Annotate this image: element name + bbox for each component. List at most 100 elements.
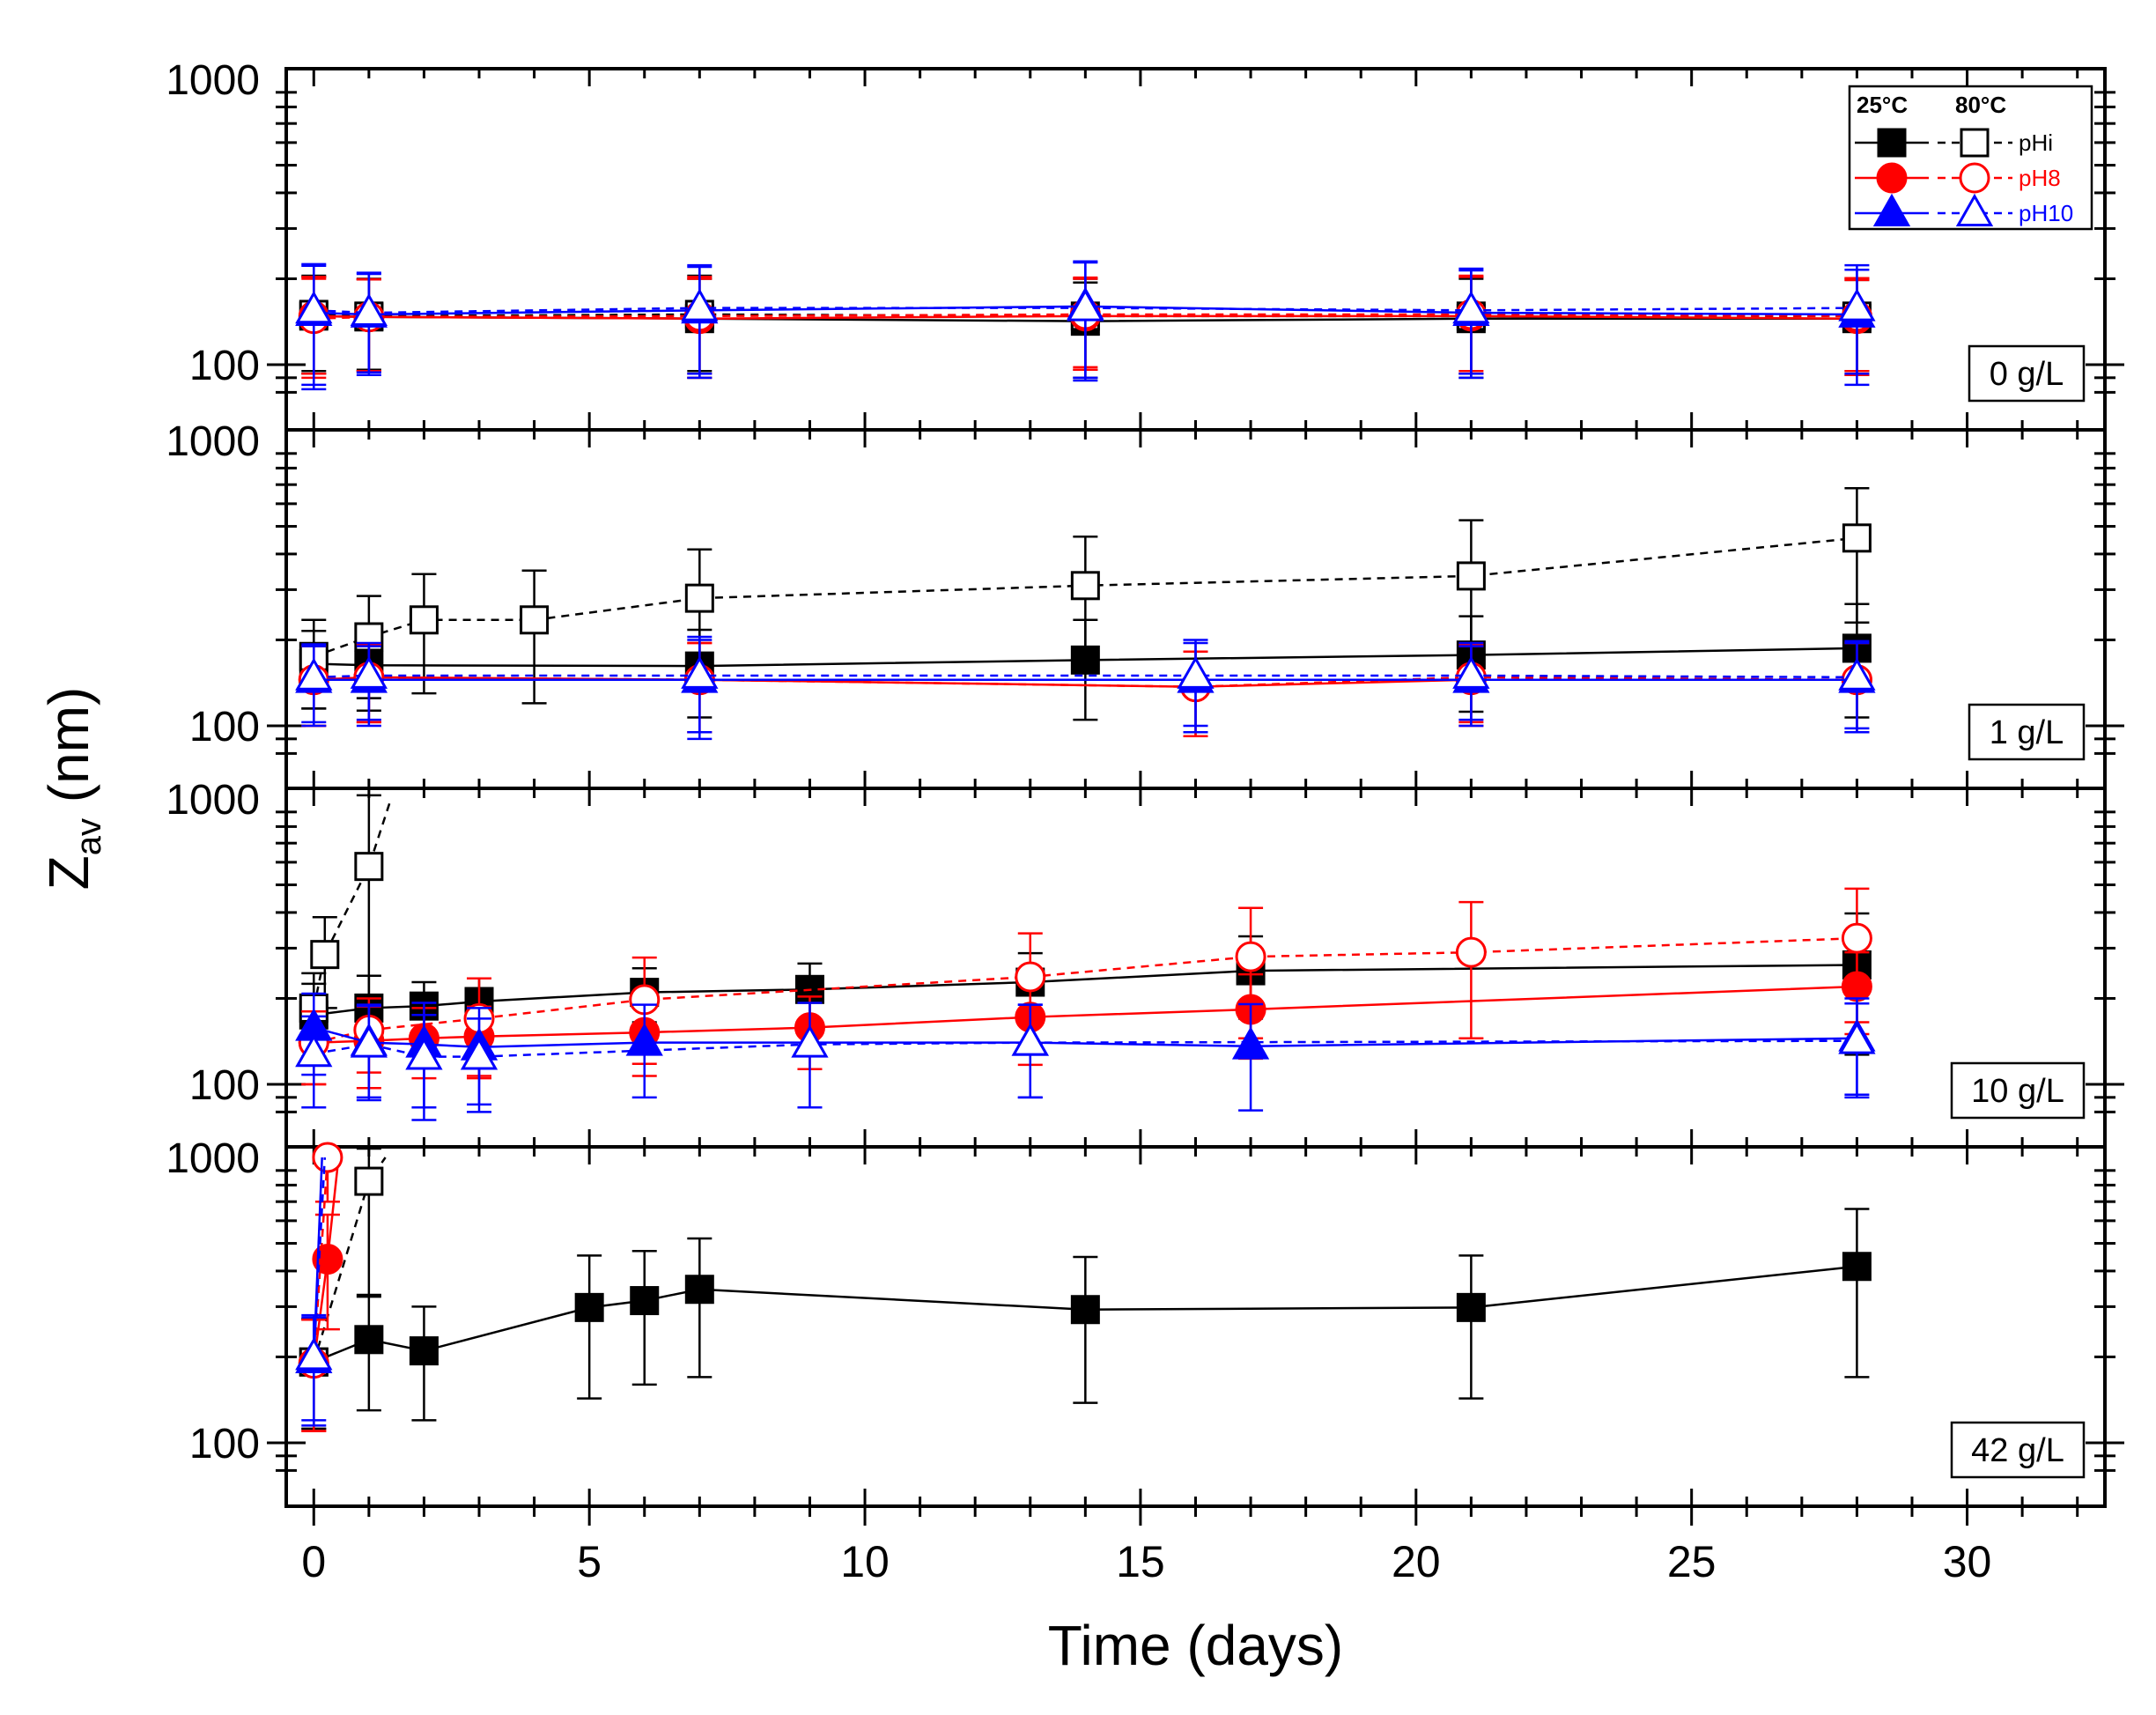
y-axis-subscript: av (70, 818, 108, 855)
series-pH10-80C-panel3 (295, 1157, 333, 1422)
data-point (295, 657, 333, 691)
data-point (295, 1034, 333, 1068)
y-tick-label: 100 (189, 1421, 260, 1467)
series-line (314, 985, 1857, 1044)
data-point (409, 1336, 439, 1366)
legend-marker-filled (1876, 162, 1908, 194)
y-tick-label: 100 (189, 1062, 260, 1109)
panel-frame (284, 787, 2107, 1149)
data-point (354, 852, 384, 882)
y-tick-label: 100 (189, 704, 260, 750)
data-point (1070, 1295, 1100, 1325)
x-tick-label: 25 (1667, 1537, 1717, 1586)
x-tick-label: 20 (1392, 1537, 1441, 1586)
data-point (684, 1275, 714, 1305)
y-tick-label: 100 (189, 343, 260, 389)
panel-label: 1 g/L (1990, 714, 2064, 751)
series-pH10-80C-panel2 (295, 1002, 1876, 1121)
panel-label: 10 g/L (1971, 1073, 2064, 1110)
panel-0: 100 1000 0 g/L (166, 57, 2124, 432)
panel-label-box (1968, 344, 2086, 403)
legend-label: pH8 (2019, 165, 2061, 191)
series-line (314, 936, 1857, 1044)
data-point (1452, 655, 1490, 689)
series-pH8-80C-panel2 (298, 887, 1872, 1086)
data-point (350, 1024, 388, 1058)
data-point (310, 940, 340, 970)
data-point (1231, 1026, 1270, 1060)
panel-label-box (1950, 1061, 2086, 1120)
panel-frame (284, 1145, 2107, 1508)
x-tick-label: 10 (840, 1537, 890, 1586)
data-point (1015, 961, 1046, 993)
data-point (1841, 922, 1872, 954)
data-point (574, 1292, 604, 1322)
data-point (1838, 657, 1876, 691)
panel-2: 100 1000 10 g/L (166, 777, 2124, 1149)
y-tick-label: 1000 (166, 1135, 260, 1182)
data-point (295, 291, 333, 324)
series-pH10-25C-panel2 (295, 992, 1876, 1112)
data-point (350, 655, 388, 689)
data-point (460, 1037, 498, 1070)
series-line (313, 1157, 327, 1357)
panel-label-box (1950, 1421, 2086, 1479)
legend-marker-open (1960, 128, 1990, 158)
data-point (312, 1142, 343, 1173)
data-point (354, 1325, 384, 1355)
panel-frame (284, 67, 2107, 432)
data-point (1842, 523, 1872, 553)
data-point (1235, 941, 1266, 972)
data-point (1452, 291, 1490, 324)
series-pH10-80C-panel1 (295, 635, 1876, 734)
series-pHi-80C-panel1 (299, 487, 1872, 710)
data-point (625, 1023, 663, 1056)
x-tick-label: 5 (577, 1537, 602, 1586)
data-point (1070, 571, 1100, 601)
data-point (1842, 1252, 1872, 1282)
y-axis-title: Zav (nm) (37, 687, 108, 891)
legend-label: pHi (2019, 129, 2053, 156)
legend-header-25: 25°C (1857, 92, 1908, 118)
x-tick-label: 15 (1116, 1537, 1165, 1586)
panel-1: 100 1000 1 g/L (166, 418, 2124, 790)
data-point (295, 1337, 333, 1371)
panel-label-box (1968, 703, 2086, 761)
series-pH10-80C-panel0 (295, 261, 1876, 387)
data-point (1456, 1292, 1486, 1322)
x-axis-title: Time (days) (1048, 1614, 1343, 1677)
data-point (1455, 936, 1487, 968)
data-point (1456, 561, 1486, 591)
legend-marker-filled (1872, 193, 1911, 226)
data-point (405, 1037, 443, 1070)
y-axis-title-text: Zav (nm) (37, 687, 108, 891)
data-point (1011, 1023, 1049, 1056)
data-point (409, 605, 439, 635)
data-point (684, 583, 714, 613)
panel-label: 42 g/L (1971, 1432, 2064, 1469)
legend-marker-open (1959, 162, 1990, 194)
x-tick-label: 30 (1943, 1537, 1992, 1586)
data-point (1838, 1021, 1876, 1054)
data-point (1067, 288, 1104, 322)
data-point (630, 1286, 660, 1316)
legend-marker-open (1955, 193, 1994, 226)
data-point (354, 1166, 384, 1196)
data-point (791, 1024, 829, 1058)
data-point (681, 655, 719, 689)
data-point (1177, 655, 1215, 689)
panel-3: 100 1000 42 g/L (166, 1135, 2124, 1508)
y-tick-label: 1000 (166, 57, 260, 104)
series-line (313, 1026, 1857, 1049)
y-tick-label: 1000 (166, 777, 260, 824)
series-line (313, 536, 1857, 658)
data-point (681, 288, 719, 322)
series-pHi-25C-panel3 (299, 1208, 1872, 1430)
series-line (313, 798, 393, 1009)
data-point (520, 605, 550, 635)
y-axis-symbol: Z (37, 855, 100, 890)
legend-header-80: 80°C (1955, 92, 2006, 118)
y-axis-unit: (nm) (37, 687, 100, 818)
